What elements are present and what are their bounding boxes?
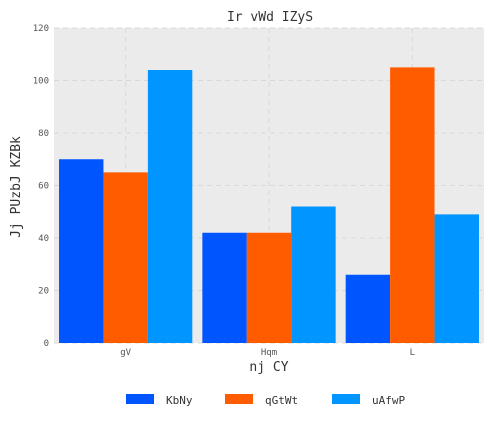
bar bbox=[345, 274, 391, 343]
legend-label: uAfwP bbox=[372, 394, 405, 407]
chart-title: Ir vWd IZyS bbox=[227, 10, 313, 25]
legend-label: qGtWt bbox=[265, 394, 298, 407]
bars-group bbox=[59, 67, 479, 343]
y-tick-label: 80 bbox=[38, 129, 49, 139]
bar bbox=[291, 206, 336, 343]
y-axis-label: Jj PUzbJ KZBk bbox=[9, 136, 24, 238]
y-tick-label: 120 bbox=[33, 24, 49, 34]
y-tick-label: 60 bbox=[38, 182, 49, 192]
bar bbox=[202, 232, 247, 343]
x-tick-label: L bbox=[410, 348, 415, 358]
legend-swatch bbox=[332, 394, 360, 404]
legend-label: KbNy bbox=[166, 394, 193, 407]
y-tick-label: 20 bbox=[38, 287, 49, 297]
y-tick-label: 0 bbox=[44, 339, 49, 349]
x-tick-labels: gV Hqm L bbox=[120, 348, 415, 358]
x-axis-label: nj CY bbox=[249, 360, 288, 375]
bar bbox=[147, 70, 193, 343]
y-tick-label: 40 bbox=[38, 234, 49, 244]
legend: KbNy qGtWt uAfwP bbox=[126, 394, 405, 407]
legend-swatch bbox=[225, 394, 253, 404]
bar bbox=[246, 232, 292, 343]
legend-swatch bbox=[126, 394, 154, 404]
x-tick-label: gV bbox=[120, 348, 131, 358]
y-tick-labels: 0 20 40 60 80 100 120 bbox=[33, 24, 49, 349]
x-tick-label: Hqm bbox=[261, 348, 277, 358]
bar bbox=[59, 159, 104, 343]
y-tick-label: 100 bbox=[33, 77, 49, 87]
bar bbox=[103, 172, 148, 343]
bar bbox=[390, 67, 435, 343]
bar bbox=[434, 214, 479, 343]
